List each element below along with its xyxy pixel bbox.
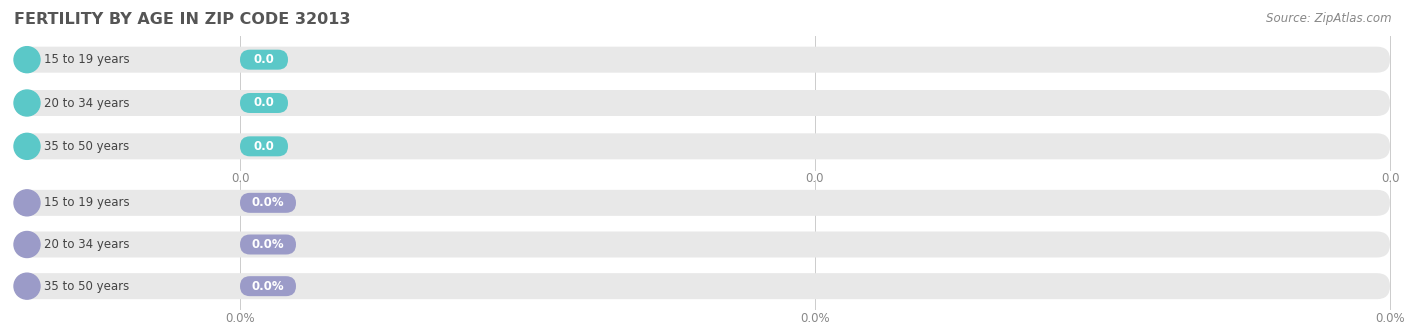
Text: 35 to 50 years: 35 to 50 years <box>44 140 129 153</box>
FancyBboxPatch shape <box>240 276 297 296</box>
Circle shape <box>14 232 39 257</box>
Text: 15 to 19 years: 15 to 19 years <box>44 53 129 66</box>
FancyBboxPatch shape <box>240 93 288 113</box>
Circle shape <box>14 47 39 73</box>
FancyBboxPatch shape <box>240 50 288 70</box>
Text: 0.0%: 0.0% <box>225 312 254 324</box>
FancyBboxPatch shape <box>14 47 1391 73</box>
FancyBboxPatch shape <box>240 193 297 213</box>
Text: FERTILITY BY AGE IN ZIP CODE 32013: FERTILITY BY AGE IN ZIP CODE 32013 <box>14 12 350 27</box>
FancyBboxPatch shape <box>240 136 288 156</box>
FancyBboxPatch shape <box>240 235 297 254</box>
FancyBboxPatch shape <box>14 133 1391 159</box>
Circle shape <box>14 273 39 299</box>
Text: 0.0: 0.0 <box>253 140 274 153</box>
Text: 0.0%: 0.0% <box>252 196 284 209</box>
Text: 0.0: 0.0 <box>253 53 274 66</box>
Text: 0.0%: 0.0% <box>252 238 284 251</box>
Text: 0.0%: 0.0% <box>1375 312 1405 324</box>
Circle shape <box>14 90 39 116</box>
Text: Source: ZipAtlas.com: Source: ZipAtlas.com <box>1267 12 1392 25</box>
Text: 0.0: 0.0 <box>253 96 274 110</box>
Text: 0.0%: 0.0% <box>252 280 284 293</box>
Text: 15 to 19 years: 15 to 19 years <box>44 196 129 209</box>
FancyBboxPatch shape <box>14 273 1391 299</box>
Text: 0.0: 0.0 <box>1381 172 1399 184</box>
Circle shape <box>14 190 39 216</box>
Circle shape <box>14 133 39 159</box>
Text: 20 to 34 years: 20 to 34 years <box>44 238 129 251</box>
Text: 20 to 34 years: 20 to 34 years <box>44 96 129 110</box>
Text: 0.0: 0.0 <box>806 172 824 184</box>
Text: 0.0: 0.0 <box>231 172 249 184</box>
Text: 35 to 50 years: 35 to 50 years <box>44 280 129 293</box>
FancyBboxPatch shape <box>14 190 1391 216</box>
Text: 0.0%: 0.0% <box>800 312 830 324</box>
FancyBboxPatch shape <box>14 90 1391 116</box>
FancyBboxPatch shape <box>14 232 1391 257</box>
